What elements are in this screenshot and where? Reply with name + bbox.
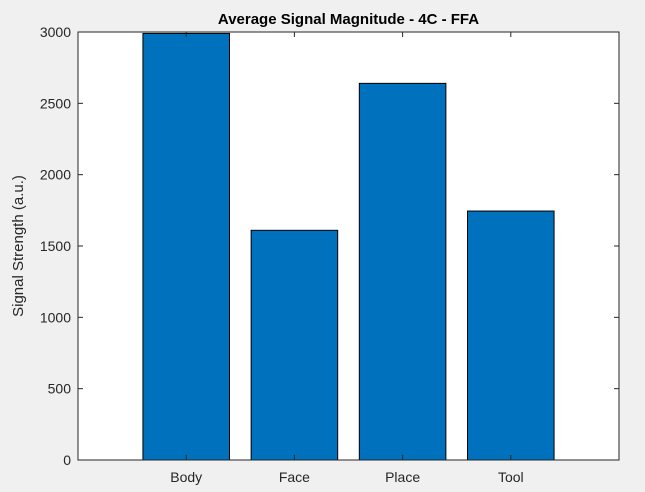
y-tick-label: 2500 [40,95,71,111]
y-tick-label: 2000 [40,167,71,183]
y-tick-label: 0 [63,452,71,468]
y-tick-label: 1000 [40,309,71,325]
x-tick-label-place: Place [385,469,420,485]
bars [142,32,555,461]
bar-face [250,229,339,461]
y-tick-label: 3000 [40,24,71,40]
bar-tool [467,210,555,461]
chart-title: Average Signal Magnitude - 4C - FFA [218,11,479,28]
y-tick-label: 1500 [40,238,71,254]
plot-frame [77,31,620,461]
bar-body [142,32,230,461]
x-tick-label-face: Face [279,469,310,485]
y-axis-label: Signal Strength (a.u.) [10,175,27,317]
x-tick-label-tool: Tool [498,469,524,485]
bar-place [358,82,447,461]
x-axis-ticks: Body Face Place Tool [170,32,524,485]
y-axis-ticks: 0 500 1000 1500 2000 2500 3000 [40,24,619,468]
y-tick-label: 500 [48,381,72,397]
x-tick-label-body: Body [170,469,202,485]
